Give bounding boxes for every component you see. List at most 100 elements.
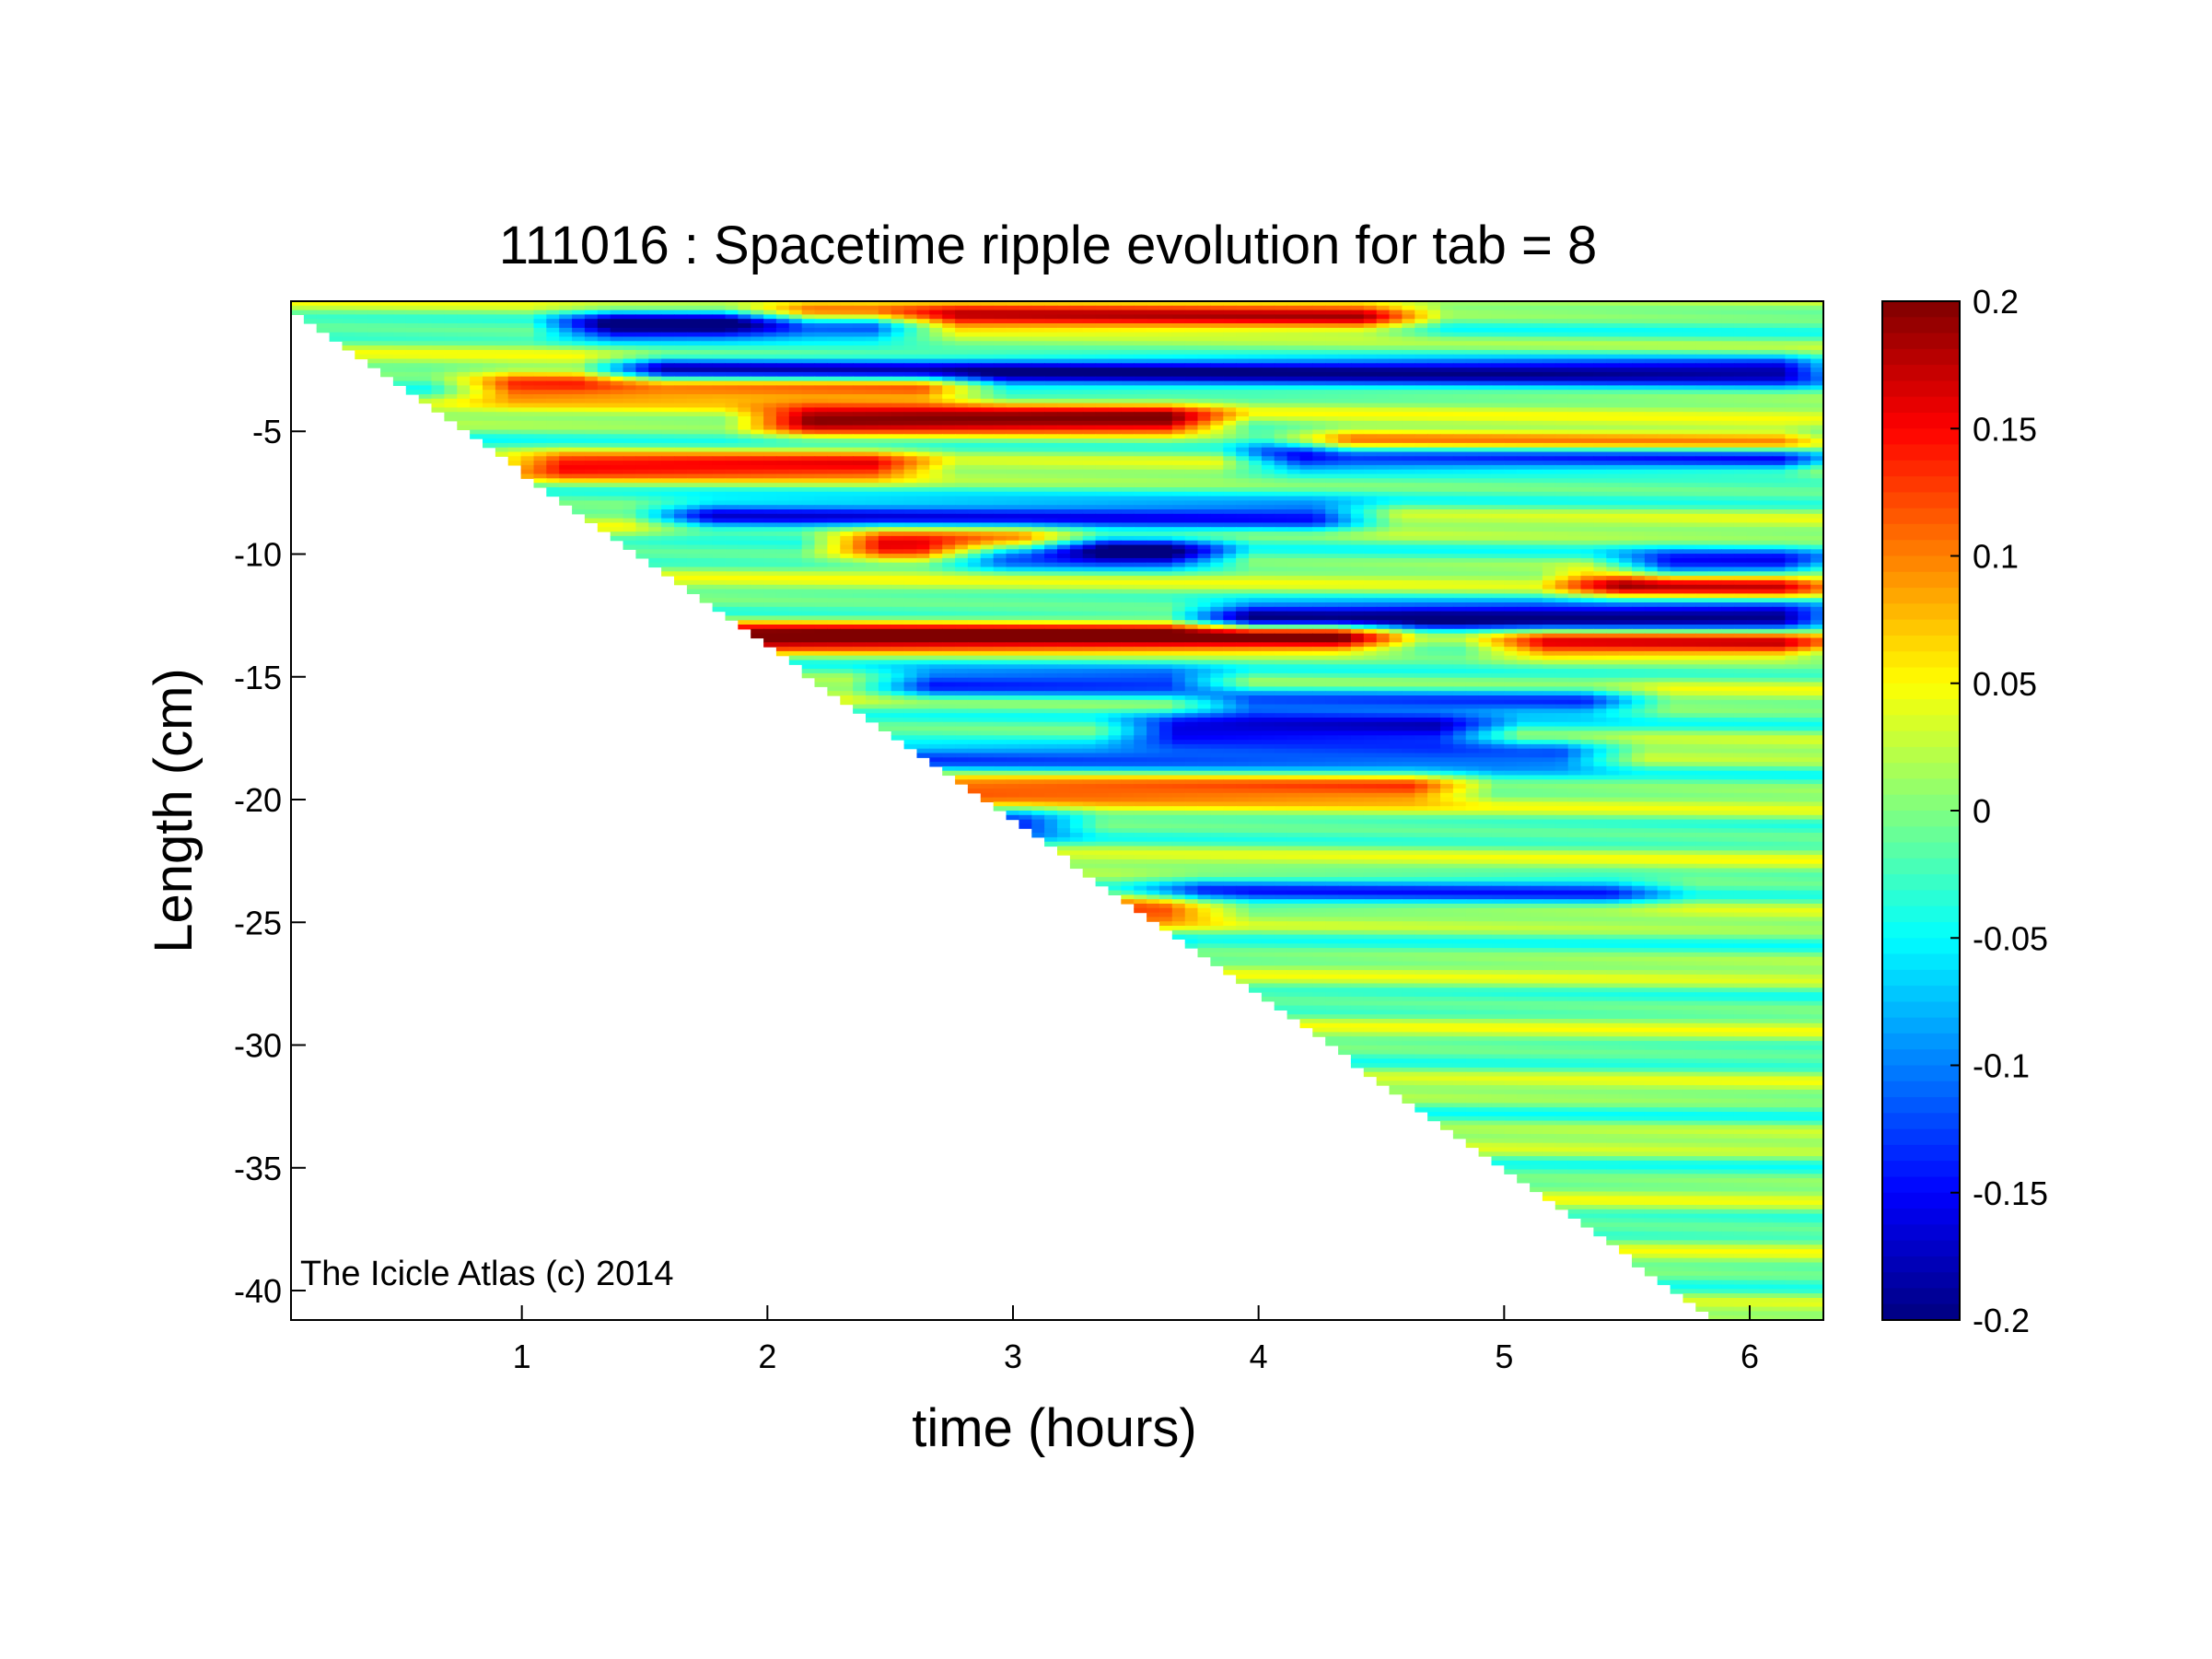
heatmap-cell: [635, 345, 649, 351]
heatmap-cell: [878, 376, 892, 382]
heatmap-cell: [929, 500, 943, 506]
heatmap-cell: [1759, 473, 1774, 479]
heatmap-cell: [1785, 385, 1799, 391]
heatmap-cell: [980, 363, 995, 368]
heatmap-cell: [1121, 385, 1135, 391]
heatmap-cell: [1147, 464, 1160, 471]
heatmap-cell: [1491, 354, 1505, 360]
heatmap-cell: [1249, 434, 1263, 439]
heatmap-cell: [1069, 349, 1084, 356]
heatmap-cell: [1465, 336, 1480, 342]
heatmap-cell: [1606, 368, 1620, 373]
heatmap-cell: [1772, 323, 1786, 329]
heatmap-cell: [674, 394, 688, 400]
heatmap-cell: [801, 371, 816, 378]
heatmap-cell: [1069, 461, 1084, 466]
heatmap-cell: [1721, 336, 1735, 342]
heatmap-cell: [1504, 310, 1518, 315]
heatmap-cell: [1031, 403, 1045, 408]
heatmap-cell: [610, 416, 624, 422]
heatmap-cell: [929, 327, 943, 333]
heatmap-cell: [827, 491, 841, 497]
heatmap-cell: [1184, 478, 1199, 484]
heatmap-cell: [775, 442, 790, 449]
heatmap-cell: [1338, 442, 1352, 449]
heatmap-cell: [1158, 301, 1173, 307]
heatmap-cell: [814, 358, 828, 364]
heatmap-cell: [444, 412, 458, 417]
heatmap-cell: [418, 363, 433, 368]
heatmap-cell: [1019, 358, 1032, 364]
heatmap-cell: [993, 305, 1007, 311]
heatmap-cell: [1682, 363, 1696, 368]
heatmap-cell: [993, 487, 1007, 493]
heatmap-cell: [1465, 425, 1480, 430]
heatmap-cell: [955, 447, 969, 453]
heatmap-cell: [597, 496, 611, 501]
heatmap-cell: [751, 376, 764, 382]
heatmap-cell: [751, 429, 764, 435]
heatmap-cell: [1798, 358, 1811, 364]
heatmap-cell: [686, 394, 701, 400]
heatmap-cell: [686, 420, 701, 426]
heatmap-cell: [942, 310, 956, 315]
heatmap-cell: [507, 461, 522, 466]
heatmap-cell: [866, 371, 879, 378]
heatmap-cell: [751, 407, 764, 413]
heatmap-cell: [1210, 319, 1224, 324]
heatmap-cell: [1682, 371, 1696, 378]
heatmap-cell: [1542, 420, 1556, 426]
heatmap-cell: [1274, 349, 1288, 356]
heatmap-cell: [903, 420, 918, 426]
heatmap-cell: [955, 461, 969, 466]
heatmap-cell: [686, 496, 701, 501]
heatmap-cell: [329, 332, 343, 338]
heatmap-cell: [1580, 368, 1594, 373]
heatmap-cell: [1108, 336, 1122, 342]
heatmap-cell: [891, 425, 905, 430]
heatmap-cell: [1554, 473, 1569, 479]
heatmap-cell: [1517, 483, 1531, 488]
heatmap-cell: [699, 398, 714, 404]
heatmap-cell: [916, 491, 930, 497]
heatmap-cell: [1147, 371, 1160, 378]
heatmap-cell: [1338, 496, 1352, 501]
heatmap-cell: [955, 332, 969, 338]
heatmap-cell: [1274, 469, 1288, 475]
heatmap-cell: [1019, 491, 1032, 497]
heatmap-cell: [1108, 345, 1122, 351]
heatmap-cell: [1810, 323, 1824, 329]
heatmap-cell: [993, 398, 1007, 404]
heatmap-cell: [507, 310, 522, 315]
heatmap-cell: [1478, 301, 1493, 307]
heatmap-cell: [559, 354, 573, 360]
heatmap-cell: [1554, 442, 1569, 449]
heatmap-cell: [1517, 319, 1531, 324]
heatmap-cell: [763, 349, 777, 356]
heatmap-cell: [1184, 500, 1199, 506]
heatmap-cell: [840, 323, 854, 329]
heatmap-cell: [1363, 354, 1378, 360]
heatmap-cell: [1158, 336, 1173, 342]
heatmap-cell: [457, 327, 471, 333]
heatmap-cell: [572, 478, 586, 484]
heatmap-cell: [1682, 442, 1696, 449]
heatmap-cell: [1286, 354, 1301, 360]
heatmap-cell: [1350, 314, 1365, 320]
heatmap-cell: [648, 429, 662, 435]
heatmap-cell: [1593, 407, 1607, 413]
heatmap-cell: [1108, 456, 1122, 461]
heatmap-cell: [1567, 336, 1582, 342]
heatmap-cell: [751, 305, 764, 311]
heatmap-cell: [1530, 380, 1543, 386]
heatmap-cell: [1147, 323, 1160, 329]
heatmap-cell: [1759, 310, 1774, 315]
heatmap-cell: [1031, 358, 1045, 364]
heatmap-cell: [1504, 496, 1518, 501]
heatmap-cell: [355, 314, 368, 320]
heatmap-cell: [967, 380, 982, 386]
heatmap-cell: [1452, 403, 1467, 408]
heatmap-cell: [1363, 469, 1378, 475]
heatmap-cell: [1350, 332, 1365, 338]
heatmap-cell: [1440, 412, 1454, 417]
